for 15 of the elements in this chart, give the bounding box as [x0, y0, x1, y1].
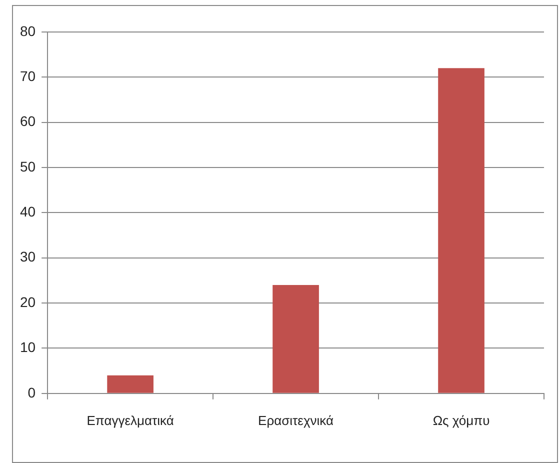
y-tick-label: 40: [20, 204, 36, 220]
y-tick-label: 10: [20, 339, 36, 356]
y-tick-label: 0: [28, 384, 36, 400]
bar: [272, 284, 319, 393]
y-tick-label: 70: [20, 68, 36, 84]
y-tick-label: 60: [20, 113, 36, 130]
y-tick-label: 20: [20, 294, 36, 310]
bar: [107, 375, 154, 393]
y-tick-label: 30: [20, 248, 36, 265]
y-tick-label: 50: [20, 158, 36, 174]
x-tick-label: Επαγγελματικά: [86, 412, 174, 428]
bar: [438, 68, 484, 393]
x-tick-label: Ερασιτεχνικά: [258, 412, 334, 428]
y-tick-label: 80: [20, 22, 36, 39]
x-tick-label: Ως χόμπυ: [432, 412, 490, 428]
